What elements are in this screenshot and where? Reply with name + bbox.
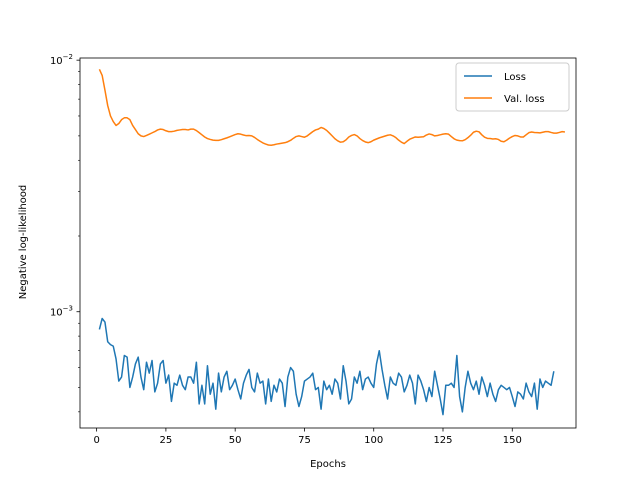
x-tick-label: 100	[364, 435, 383, 446]
legend-label-loss: Loss	[504, 72, 526, 83]
series-line-val-loss	[98, 68, 566, 146]
plot-frame	[79, 57, 577, 429]
x-tick-label: 75	[298, 435, 311, 446]
axes-layer: 0 25 50 75 100 125 150 10−3 10−2	[50, 53, 577, 446]
x-tick-label: 50	[229, 435, 242, 446]
legend: Loss Val. loss	[455, 62, 570, 112]
series-line-loss	[98, 317, 555, 416]
y-tick-label: 10−2	[50, 53, 73, 67]
x-tick-label: 125	[433, 435, 452, 446]
x-tick-label: 150	[503, 435, 522, 446]
x-tick-label: 25	[160, 435, 173, 446]
y-tick-label: 10−3	[50, 305, 73, 319]
legend-box	[455, 62, 570, 112]
x-tick-label: 0	[93, 435, 99, 446]
x-axis-label: Epochs	[310, 459, 346, 470]
legend-label-val-loss: Val. loss	[504, 94, 545, 105]
series-layer	[98, 68, 566, 416]
y-axis-label: Negative log-likelihood	[18, 185, 29, 300]
